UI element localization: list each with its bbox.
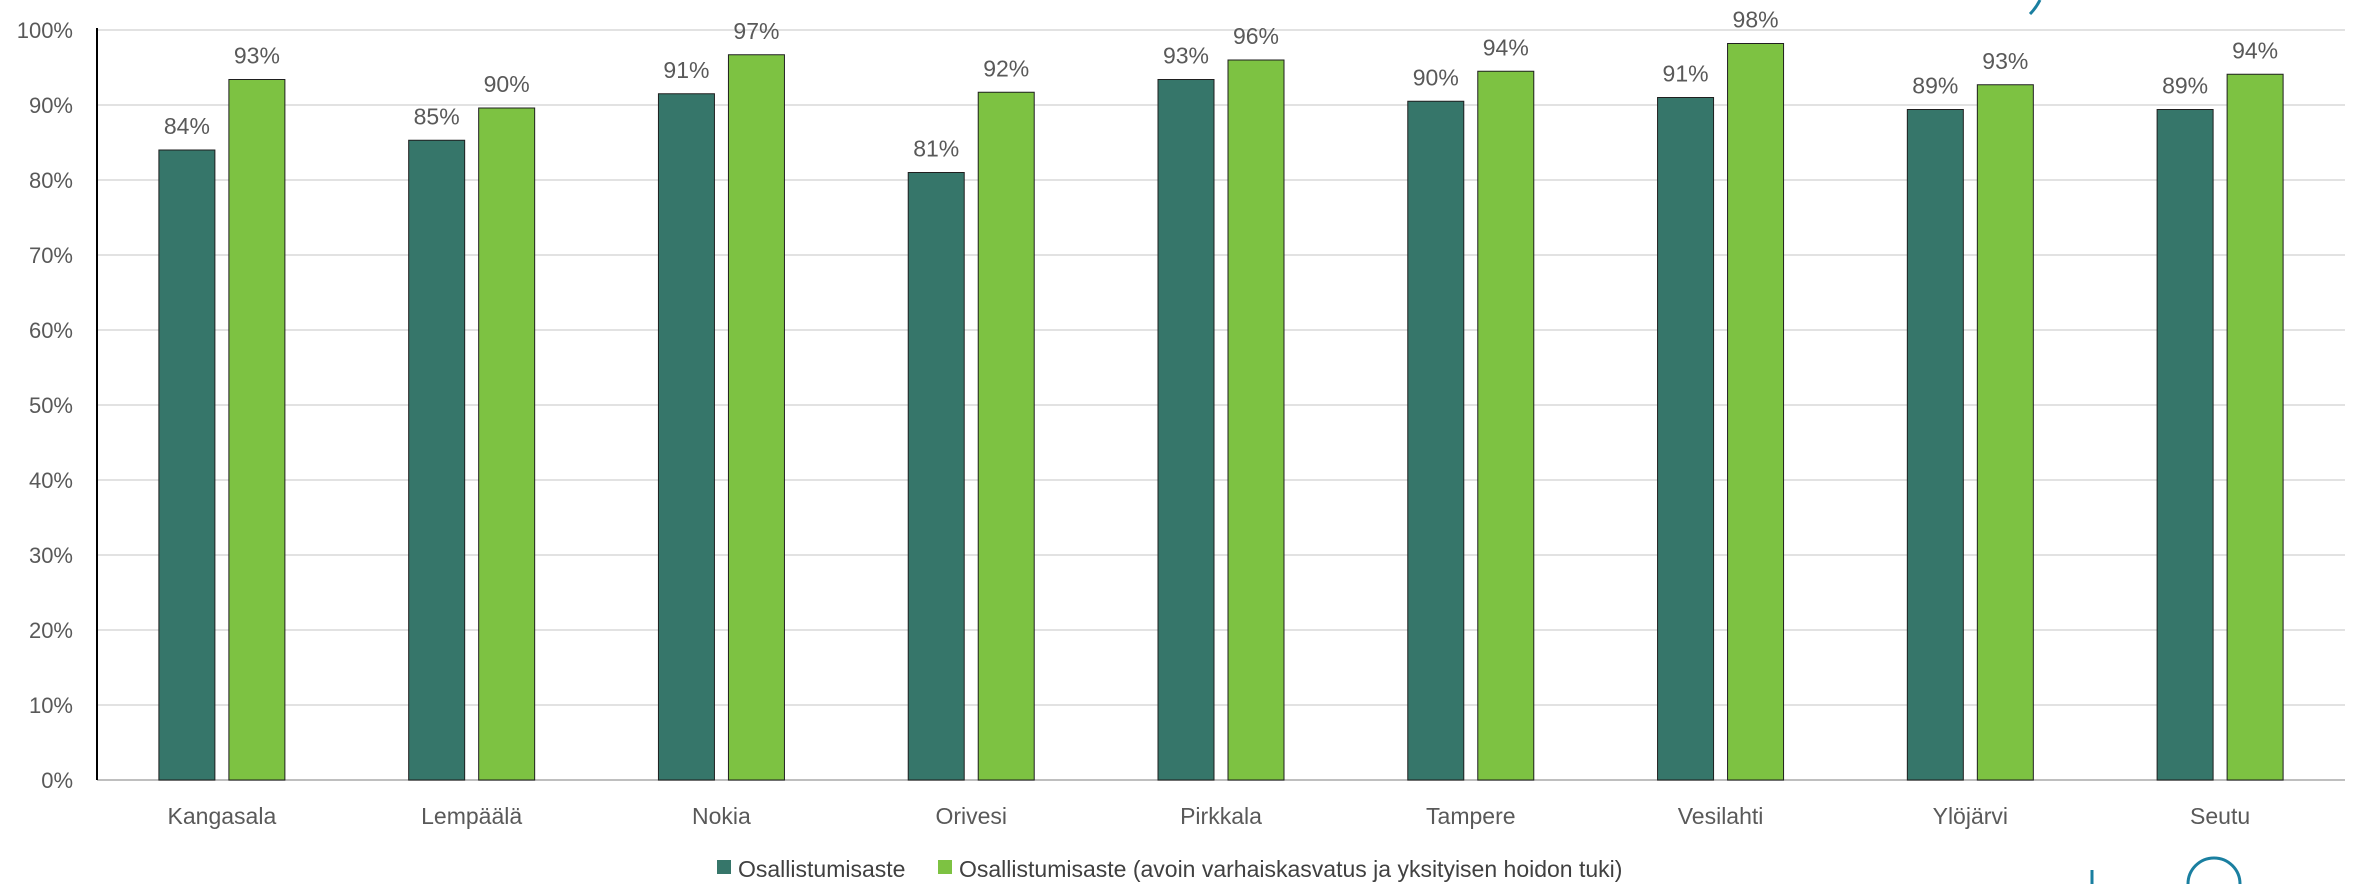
bar-osallistumisaste bbox=[1157, 79, 1215, 781]
category-label: Kangasala bbox=[168, 803, 277, 829]
legend-swatch-osallistumisaste bbox=[717, 860, 731, 874]
data-label: 92% bbox=[983, 55, 1029, 81]
y-tick-label: 0% bbox=[41, 768, 73, 793]
y-tick-label: 80% bbox=[29, 168, 73, 193]
data-label: 89% bbox=[2162, 73, 2208, 99]
bar-osallistumisaste bbox=[1407, 100, 1465, 781]
data-label: 91% bbox=[663, 57, 709, 83]
bar-osallistumisaste-avoin bbox=[2226, 73, 2284, 781]
category-label: Tampere bbox=[1426, 803, 1515, 829]
bar-osallistumisaste bbox=[657, 93, 715, 781]
y-tick-label: 20% bbox=[29, 618, 73, 643]
bar-osallistumisaste bbox=[907, 172, 965, 781]
data-label: 94% bbox=[1483, 34, 1529, 60]
category-label: Lempäälä bbox=[421, 803, 522, 829]
legend-label-osallistumisaste-avoin: Osallistumisaste (avoin varhaiskasvatus … bbox=[959, 856, 1622, 882]
data-label: 89% bbox=[1912, 73, 1958, 99]
data-label: 96% bbox=[1233, 23, 1279, 49]
bar-osallistumisaste-avoin bbox=[1227, 59, 1285, 781]
category-labels: Kangasala Lempäälä Nokia Orivesi Pirkkala Tam… bbox=[168, 803, 2251, 829]
data-label: 94% bbox=[2232, 37, 2278, 63]
bar-osallistumisaste bbox=[1906, 109, 1964, 781]
y-axis-tick-labels: 0% 10% 20% 30% 40% 50% 60% 70% 80% 90% 100% bbox=[17, 18, 73, 793]
y-tick-label: 50% bbox=[29, 393, 73, 418]
bar-osallistumisaste bbox=[1657, 97, 1715, 781]
legend: Osallistumisaste Osallistumisaste (avoin… bbox=[717, 856, 1622, 882]
data-label: 85% bbox=[414, 103, 460, 129]
logo-arc-fragment bbox=[2028, 0, 2042, 16]
bar-osallistumisaste-avoin bbox=[478, 107, 536, 781]
data-label: 90% bbox=[484, 71, 530, 97]
legend-label-osallistumisaste: Osallistumisaste bbox=[738, 856, 905, 882]
legend-swatch-osallistumisaste-avoin bbox=[938, 860, 952, 874]
data-label: 93% bbox=[1982, 48, 2028, 74]
bar-osallistumisaste-avoin bbox=[1727, 43, 1785, 781]
data-label: 93% bbox=[1163, 43, 1209, 69]
category-label: Pirkkala bbox=[1180, 803, 1262, 829]
y-tick-label: 60% bbox=[29, 318, 73, 343]
category-label: Ylöjärvi bbox=[1933, 803, 2008, 829]
bar-osallistumisaste-avoin bbox=[1477, 70, 1535, 781]
bar-osallistumisaste-avoin bbox=[977, 91, 1035, 781]
data-label: 98% bbox=[1733, 7, 1779, 33]
bar-osallistumisaste bbox=[2156, 109, 2214, 781]
bar-osallistumisaste bbox=[158, 149, 216, 781]
data-label: 97% bbox=[733, 18, 779, 44]
category-label: Seutu bbox=[2190, 803, 2250, 829]
y-tick-label: 70% bbox=[29, 243, 73, 268]
data-label: 84% bbox=[164, 113, 210, 139]
bar-osallistumisaste-avoin bbox=[727, 54, 785, 781]
y-tick-label: 30% bbox=[29, 543, 73, 568]
y-tick-label: 10% bbox=[29, 693, 73, 718]
logo-fragment-bottom bbox=[2090, 856, 2242, 884]
category-label: Nokia bbox=[692, 803, 751, 829]
bar-osallistumisaste bbox=[408, 139, 466, 781]
bar-osallistumisaste-avoin bbox=[228, 79, 286, 781]
gridlines bbox=[97, 29, 2345, 781]
bars bbox=[158, 43, 2284, 781]
data-labels: 84% 93% 85% 90% 91% 97% 81% 92% 93% 96% 90% 94% 91% 9… bbox=[164, 7, 2278, 162]
bar-osallistumisaste-avoin bbox=[1976, 84, 2034, 781]
data-label: 93% bbox=[234, 43, 280, 69]
y-tick-label: 100% bbox=[17, 18, 73, 43]
category-label: Vesilahti bbox=[1678, 803, 1764, 829]
y-tick-label: 90% bbox=[29, 93, 73, 118]
data-label: 81% bbox=[913, 136, 959, 162]
data-label: 90% bbox=[1413, 64, 1459, 90]
category-label: Orivesi bbox=[935, 803, 1007, 829]
y-tick-label: 40% bbox=[29, 468, 73, 493]
data-label: 91% bbox=[1663, 61, 1709, 87]
